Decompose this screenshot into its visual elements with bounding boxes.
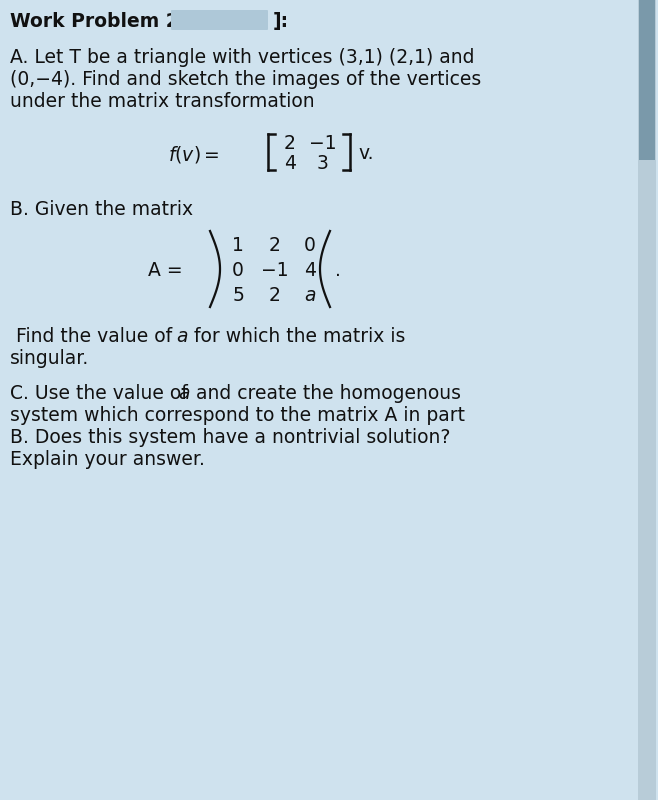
- Text: A. Let T be a triangle with vertices (3,1) (2,1) and: A. Let T be a triangle with vertices (3,…: [10, 48, 474, 67]
- Text: 3: 3: [317, 154, 329, 173]
- Text: and create the homogenous: and create the homogenous: [190, 384, 461, 403]
- Bar: [639, 0, 655, 160]
- Text: Find the value of: Find the value of: [10, 327, 178, 346]
- Text: −1: −1: [261, 261, 289, 280]
- Text: −1: −1: [309, 134, 337, 153]
- Text: under the matrix transformation: under the matrix transformation: [10, 92, 315, 111]
- Text: 2: 2: [284, 134, 296, 153]
- Text: Explain your answer.: Explain your answer.: [10, 450, 205, 469]
- Text: 1: 1: [232, 236, 244, 255]
- Text: $f(v)=$: $f(v)=$: [168, 144, 220, 165]
- Text: 5: 5: [232, 286, 244, 305]
- Text: 0: 0: [232, 261, 244, 280]
- Text: a: a: [178, 384, 190, 403]
- Text: 2: 2: [269, 286, 281, 305]
- Text: singular.: singular.: [10, 349, 89, 368]
- FancyBboxPatch shape: [171, 10, 268, 30]
- Bar: [638, 0, 656, 800]
- Text: 0: 0: [304, 236, 316, 255]
- Text: system which correspond to the matrix A in part: system which correspond to the matrix A …: [10, 406, 465, 426]
- Text: .: .: [335, 261, 341, 280]
- Text: B. Given the matrix: B. Given the matrix: [10, 200, 193, 219]
- Text: v.: v.: [358, 144, 374, 163]
- Text: A =: A =: [148, 261, 183, 280]
- Text: for which the matrix is: for which the matrix is: [188, 327, 405, 346]
- Text: 2: 2: [269, 236, 281, 255]
- Text: 4: 4: [304, 261, 316, 280]
- Text: a: a: [304, 286, 316, 305]
- Text: Work Problem 2 [: Work Problem 2 [: [10, 12, 194, 31]
- Text: (0,−4). Find and sketch the images of the vertices: (0,−4). Find and sketch the images of th…: [10, 70, 481, 89]
- Text: C. Use the value of: C. Use the value of: [10, 384, 193, 403]
- Text: a: a: [176, 327, 188, 346]
- Text: ]:: ]:: [273, 12, 289, 31]
- Text: B. Does this system have a nontrivial solution?: B. Does this system have a nontrivial so…: [10, 428, 450, 447]
- Text: 4: 4: [284, 154, 296, 173]
